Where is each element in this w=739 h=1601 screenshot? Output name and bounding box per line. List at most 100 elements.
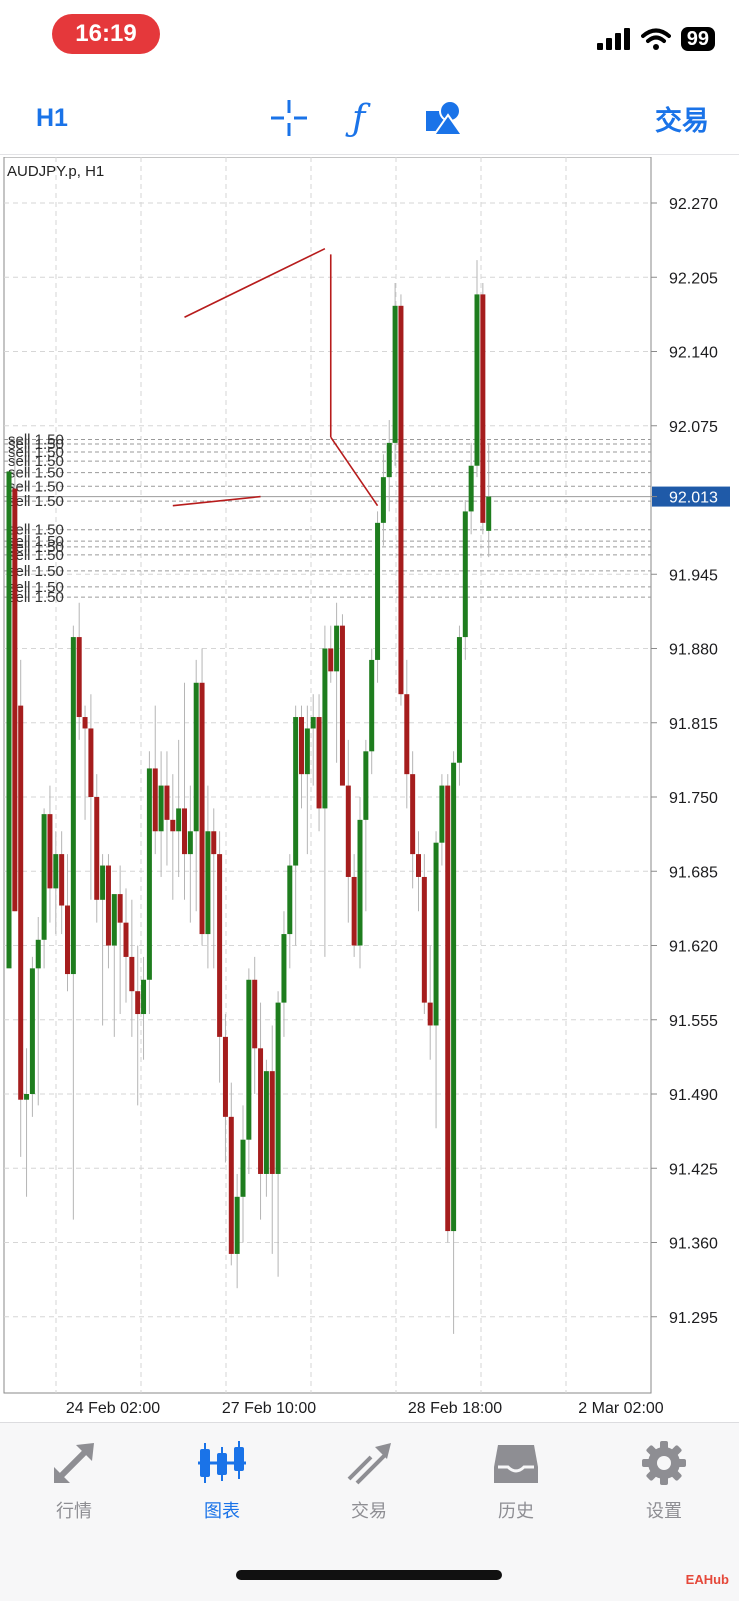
current-price-value: 92.013 [669,490,718,507]
candle-body [386,442,392,478]
candle-body [146,768,152,980]
candle-body [439,785,445,843]
candle-body [357,819,363,946]
watermark-logo: EAHub [685,1572,729,1587]
candle-body [468,465,474,512]
candle-body [263,1071,269,1174]
candle-body [462,511,468,638]
sell-order-label: sell 1.50 [8,493,64,510]
candle-body [59,854,65,906]
tab-chart[interactable]: 图表 [162,1433,282,1523]
candle-body [6,471,12,969]
candle-body [158,785,164,832]
trade-trend-icon [309,1433,429,1493]
crosshair-icon[interactable] [270,82,308,154]
candle-body [258,1048,264,1174]
candle-body [293,717,299,866]
candle-body [427,1002,433,1026]
candle-body [339,625,345,786]
candle-body [456,637,462,763]
y-tick-label: 91.945 [669,567,718,584]
sell-order-label: sell 1.50 [8,579,64,596]
candle-body [404,694,410,775]
candle-body [152,768,158,832]
candle-body [392,305,398,443]
quotes-arrows-icon [14,1433,134,1493]
y-tick-label: 92.270 [669,196,718,213]
y-tick-label: 91.880 [669,642,718,659]
price-chart[interactable]: sell 1.50 sell 1.50 sell 1.50 sell 1.50 sell… [0,157,739,1420]
candle-body [135,991,141,1015]
candle-body [299,717,304,775]
candle-body [380,477,386,523]
tab-settings[interactable]: 设置 [604,1433,724,1523]
status-time: 16:19 [52,14,160,54]
candle-body [328,648,334,672]
sell-order-label: sell 1.50 [8,522,64,539]
candle-body [187,831,193,855]
sell-order-label: sell 1.50 [8,539,64,556]
timeframe-button[interactable]: H1 [36,103,68,132]
function-icon[interactable]: ƒ [352,97,366,139]
candle-body [234,1196,240,1254]
candle-body [445,785,451,1232]
candle-body [217,854,223,1037]
y-tick-label: 91.555 [669,1013,718,1030]
candle-body [351,876,357,946]
sell-order-label: sell 1.50 [8,547,64,564]
candle-body [199,682,205,935]
settings-gear-icon [604,1433,724,1493]
objects-icon[interactable] [424,82,464,154]
home-indicator[interactable] [236,1570,502,1580]
signal-icon [596,28,630,50]
trade-button[interactable]: 交易 [655,105,709,136]
candle-body [41,814,47,940]
tab-quotes[interactable]: 行情 [14,1433,134,1523]
candle-body [141,979,147,1015]
y-tick-label: 91.490 [669,1087,718,1104]
tab-trade-label: 交易 [351,1501,387,1521]
candle-body [129,956,135,992]
candle-body [334,625,340,672]
y-tick-label: 92.140 [669,345,718,362]
y-tick-label: 91.620 [669,939,718,956]
candle-body [421,876,427,1003]
x-tick-label: 28 Feb 18:00 [408,1400,502,1417]
candle-body [82,717,88,729]
trendline[interactable] [330,436,379,507]
x-tick-label: 2 Mar 02:00 [578,1400,663,1417]
candle-body [304,728,310,775]
candle-body [252,979,258,1049]
candle-body [345,785,351,877]
candle-body [193,682,199,832]
candle-body [322,648,328,809]
trendline[interactable] [172,495,261,507]
candle-body [176,808,182,832]
tab-trade[interactable]: 交易 [309,1433,429,1523]
candle-body [24,1094,30,1100]
candle-body [111,894,117,946]
trendline[interactable] [184,247,326,318]
candle-body [275,1002,281,1174]
candle-body [416,854,421,877]
x-tick-label: 24 Feb 02:00 [66,1400,160,1417]
y-tick-label: 91.750 [669,790,718,807]
candle-body [228,1116,234,1254]
candle-body [316,717,322,809]
chart-toolbar: H1 ƒ 交易 [0,82,739,155]
bottom-tab-bar: 行情 图表 交易 [0,1422,739,1601]
candle-body [170,819,176,832]
chart-candles-icon [162,1433,282,1493]
sell-order-label: sell 1.50 [8,563,64,580]
candle-body [53,854,59,889]
tab-history[interactable]: 历史 [456,1433,576,1523]
candle-body [47,814,53,889]
candle-body [164,785,170,820]
plot-frame [3,157,652,1394]
candle-body [240,1139,246,1197]
tab-quotes-label: 行情 [56,1501,92,1521]
candle-body [29,968,35,1094]
sell-order-label: sell 1.50 [8,478,64,495]
candle-body [76,637,82,718]
